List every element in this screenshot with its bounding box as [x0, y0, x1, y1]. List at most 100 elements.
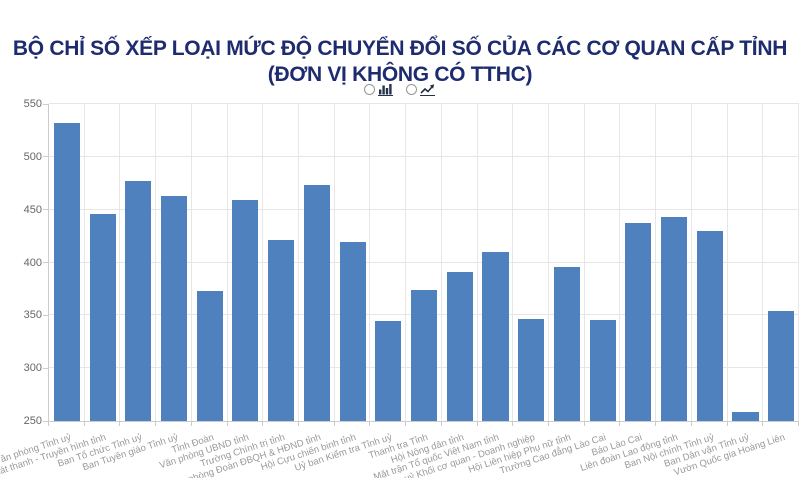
- bar[interactable]: [339, 242, 366, 421]
- bar[interactable]: [303, 185, 330, 421]
- plot-area: [43, 103, 799, 426]
- gridline-vertical: [476, 104, 478, 421]
- category-slot: [585, 104, 621, 421]
- gridline-vertical: [333, 104, 335, 421]
- gridline-vertical: [583, 104, 585, 421]
- y-axis-label: 250: [23, 415, 42, 427]
- x-axis-tick: [48, 421, 49, 426]
- x-axis-tick: [190, 421, 192, 426]
- y-axis: 250 300 350 400 450 500 550: [0, 98, 42, 427]
- bar[interactable]: [125, 181, 152, 421]
- bar-series: [49, 104, 799, 421]
- category-slot: [335, 104, 371, 421]
- category-slot: [442, 104, 478, 421]
- line-chart-icon: [420, 83, 436, 96]
- x-axis-tick: [83, 421, 85, 426]
- category-slot: [299, 104, 335, 421]
- bar[interactable]: [661, 217, 688, 421]
- x-axis-tick: [226, 421, 228, 426]
- gridline-vertical: [726, 104, 728, 421]
- category-slot: [478, 104, 514, 421]
- column-chart: 250 300 350 400 450 500 550 Văn phòng Tỉnh uỷĐ…: [0, 96, 800, 478]
- x-axis-tick: [155, 421, 157, 426]
- y-axis-label: 350: [23, 309, 42, 322]
- x-axis-tick: [119, 421, 121, 426]
- bar[interactable]: [268, 240, 295, 421]
- x-axis-tick: [726, 421, 728, 426]
- x-axis-tick: [762, 421, 764, 426]
- bar[interactable]: [768, 311, 795, 421]
- y-axis-label: 450: [23, 203, 42, 216]
- category-slot: [621, 104, 657, 421]
- bar[interactable]: [696, 230, 723, 421]
- y-axis-label: 550: [23, 98, 42, 110]
- x-axis-tick: [547, 421, 549, 426]
- bar[interactable]: [411, 289, 438, 421]
- y-axis-label: 500: [23, 150, 42, 163]
- bar-chart-icon: [378, 83, 394, 96]
- x-axis: Văn phòng Tỉnh uỷĐài Phát thanh - Truyền…: [0, 427, 798, 478]
- gridline-vertical: [226, 104, 228, 421]
- gridline-vertical: [190, 104, 192, 421]
- bar[interactable]: [375, 320, 402, 421]
- bar[interactable]: [589, 319, 616, 421]
- gridline-vertical: [619, 104, 621, 421]
- bar[interactable]: [482, 251, 509, 421]
- y-axis-tick: [43, 156, 48, 158]
- category-slot: [370, 104, 406, 421]
- y-axis-label: 300: [23, 362, 42, 375]
- x-axis-tick: [655, 421, 657, 426]
- gridline-vertical: [405, 104, 407, 421]
- gridline-vertical: [155, 104, 157, 421]
- category-slot: [406, 104, 442, 421]
- gridline-vertical: [369, 104, 371, 421]
- bar[interactable]: [518, 318, 545, 421]
- category-slot: [549, 104, 585, 421]
- category-slot: [120, 104, 156, 421]
- page-title-line2: (ĐƠN VỊ KHÔNG CÓ TTHC): [267, 63, 533, 87]
- chart-type-option-column[interactable]: [364, 83, 394, 96]
- x-axis-tick: [405, 421, 407, 426]
- chart-type-switch: [0, 83, 800, 96]
- column-chart-radio[interactable]: [364, 84, 375, 95]
- gridline-vertical: [512, 104, 514, 421]
- bar[interactable]: [160, 195, 188, 421]
- line-chart-radio[interactable]: [406, 84, 417, 95]
- category-slot: [728, 104, 764, 421]
- y-axis-tick: [43, 420, 48, 422]
- gridline-vertical: [119, 104, 121, 421]
- gridline-vertical: [83, 104, 85, 421]
- page-title: BỘ CHỈ SỐ XẾP LOẠI MỨC ĐỘ CHUYỂN ĐỔI SỐ …: [0, 36, 800, 88]
- bar[interactable]: [732, 411, 759, 421]
- x-axis-tick: [476, 421, 478, 426]
- bar[interactable]: [89, 213, 116, 421]
- gridline-vertical: [655, 104, 657, 421]
- category-slot: [49, 104, 85, 421]
- gridline-horizontal: [49, 103, 799, 104]
- category-slot: [156, 104, 192, 421]
- y-axis-tick: [43, 209, 48, 211]
- x-axis-tick: [512, 421, 514, 426]
- category-slot: [513, 104, 549, 421]
- page-title-line1: BỘ CHỈ SỐ XẾP LOẠI MỨC ĐỘ CHUYỂN ĐỔI SỐ …: [12, 37, 788, 61]
- category-slot: [192, 104, 228, 421]
- category-slot: [228, 104, 264, 421]
- gridline-vertical: [762, 104, 764, 421]
- gridline-horizontal: [49, 208, 799, 210]
- y-axis-tick: [43, 262, 48, 263]
- category-slot: [656, 104, 692, 421]
- chart-type-option-line[interactable]: [406, 83, 436, 96]
- bar[interactable]: [196, 291, 223, 421]
- bar[interactable]: [232, 200, 259, 421]
- bar[interactable]: [553, 266, 580, 421]
- y-axis-tick: [43, 367, 48, 369]
- gridline-vertical: [440, 104, 442, 421]
- x-axis-tick: [369, 421, 371, 426]
- gridline-vertical: [690, 104, 692, 421]
- bar[interactable]: [446, 272, 473, 421]
- x-axis-tick: [690, 421, 692, 426]
- x-axis-tick: [619, 421, 621, 426]
- bar[interactable]: [53, 123, 80, 421]
- bar[interactable]: [625, 223, 652, 421]
